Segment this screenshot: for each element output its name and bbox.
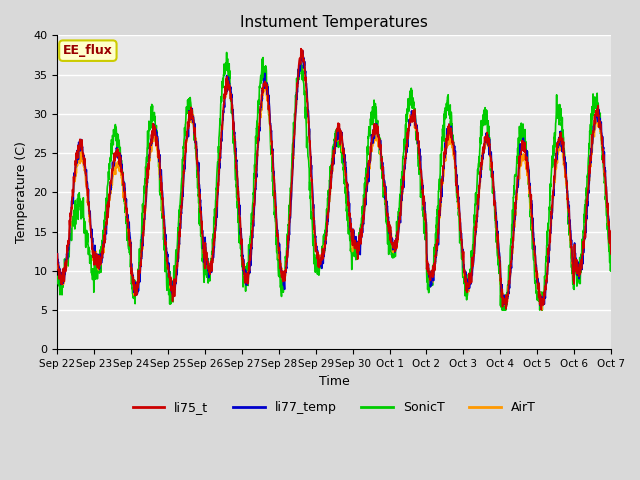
li75_t <box>297 46 305 51</box>
li77_temp <box>559 149 566 155</box>
AirT <box>607 245 615 251</box>
X-axis label: Time: Time <box>319 374 349 387</box>
AirT <box>362 189 370 195</box>
li77_temp <box>574 267 582 273</box>
li75_t <box>559 135 566 141</box>
Line: li75_t: li75_t <box>58 48 611 310</box>
Line: SonicT: SonicT <box>58 52 611 310</box>
SonicT <box>498 307 506 313</box>
Title: Instument Temperatures: Instument Temperatures <box>240 15 428 30</box>
li77_temp <box>208 264 216 270</box>
li77_temp <box>607 239 615 245</box>
li77_temp <box>495 250 503 255</box>
li77_temp <box>362 186 370 192</box>
li75_t <box>538 307 545 312</box>
AirT <box>208 253 216 259</box>
li77_temp <box>54 251 61 257</box>
li75_t <box>351 240 358 246</box>
li75_t <box>362 185 370 191</box>
li75_t <box>574 266 582 272</box>
SonicT <box>607 267 615 273</box>
li75_t <box>607 251 615 257</box>
AirT <box>538 307 546 313</box>
li77_temp <box>300 48 307 54</box>
AirT <box>351 237 358 243</box>
Line: li77_temp: li77_temp <box>58 51 611 307</box>
li75_t <box>54 251 61 257</box>
AirT <box>559 148 566 154</box>
Text: EE_flux: EE_flux <box>63 44 113 57</box>
SonicT <box>559 139 566 145</box>
SonicT <box>495 257 503 263</box>
AirT <box>495 252 503 257</box>
AirT <box>574 271 582 276</box>
SonicT <box>351 243 358 249</box>
SonicT <box>54 278 61 284</box>
Legend: li75_t, li77_temp, SonicT, AirT: li75_t, li77_temp, SonicT, AirT <box>128 396 541 420</box>
li75_t <box>208 268 216 274</box>
SonicT <box>223 49 230 55</box>
li77_temp <box>538 304 545 310</box>
AirT <box>54 257 61 263</box>
li75_t <box>495 255 503 261</box>
SonicT <box>574 272 582 278</box>
SonicT <box>362 169 370 175</box>
SonicT <box>208 249 216 254</box>
Y-axis label: Temperature (C): Temperature (C) <box>15 142 28 243</box>
li77_temp <box>351 234 358 240</box>
AirT <box>298 52 306 58</box>
Line: AirT: AirT <box>58 55 611 310</box>
